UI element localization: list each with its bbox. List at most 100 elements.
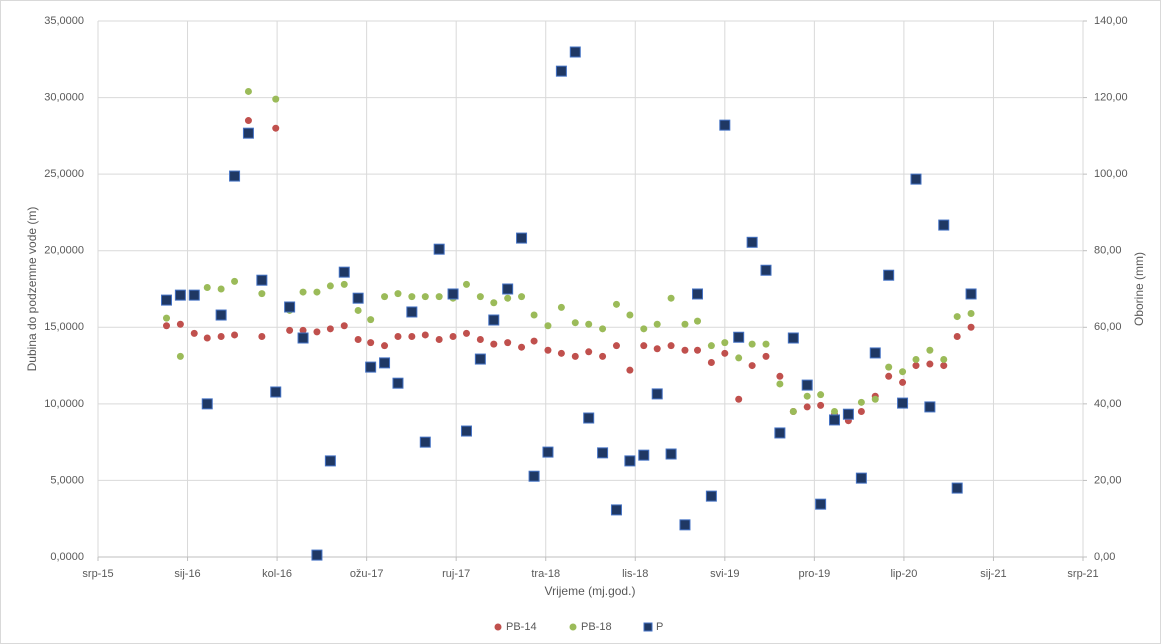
point — [624, 455, 636, 467]
point — [762, 352, 770, 360]
point — [681, 346, 689, 354]
x-tick-label: lis-18 — [622, 568, 648, 580]
point — [516, 232, 528, 244]
point — [474, 353, 486, 365]
point — [681, 320, 689, 328]
point — [938, 219, 950, 231]
x-tick-label: tra-18 — [531, 568, 560, 580]
y-tick-label: 30,0000 — [44, 91, 84, 103]
point — [488, 314, 500, 326]
point — [518, 343, 526, 351]
point — [462, 280, 470, 288]
point — [760, 264, 772, 276]
point — [910, 173, 922, 185]
point — [367, 339, 375, 347]
point — [421, 293, 429, 301]
point — [203, 334, 211, 342]
point — [392, 377, 404, 389]
y2-tick-label: 60,00 — [1094, 321, 1122, 333]
point — [571, 319, 579, 327]
point — [313, 328, 321, 336]
point — [967, 323, 975, 331]
point — [381, 293, 389, 301]
point — [638, 449, 650, 461]
point — [176, 320, 184, 328]
point — [324, 455, 336, 467]
y2-tick-label: 140,00 — [1094, 15, 1128, 27]
point — [284, 301, 296, 313]
point — [694, 317, 702, 325]
point — [354, 336, 362, 344]
point — [953, 313, 961, 321]
legend-label: PB-14 — [506, 621, 537, 633]
point — [842, 408, 854, 420]
point — [299, 326, 307, 334]
point — [803, 392, 811, 400]
point — [367, 316, 375, 324]
y-tick-label: 0,0000 — [50, 551, 84, 563]
point — [544, 346, 552, 354]
point — [748, 362, 756, 370]
point — [161, 294, 173, 306]
point — [518, 293, 526, 301]
point — [640, 342, 648, 350]
point — [244, 117, 252, 125]
point — [871, 395, 879, 403]
point — [707, 342, 715, 350]
y-tick-label: 25,0000 — [44, 168, 84, 180]
point — [326, 325, 334, 333]
point — [585, 320, 593, 328]
x-tick-label: sij-16 — [174, 568, 200, 580]
point — [201, 398, 213, 410]
point — [326, 282, 334, 290]
point — [721, 339, 729, 347]
point — [817, 391, 825, 399]
point — [733, 331, 745, 343]
point — [748, 340, 756, 348]
point — [912, 355, 920, 363]
point — [597, 447, 609, 459]
point — [311, 549, 323, 561]
point — [940, 362, 948, 370]
point — [803, 403, 811, 411]
point — [612, 342, 620, 350]
point — [408, 332, 416, 340]
point — [787, 332, 799, 344]
point — [735, 395, 743, 403]
point — [340, 280, 348, 288]
point — [899, 378, 907, 386]
point — [435, 336, 443, 344]
point — [447, 288, 459, 300]
point — [626, 311, 634, 319]
point — [789, 408, 797, 416]
point — [829, 414, 841, 426]
point — [270, 386, 282, 398]
point — [899, 368, 907, 376]
point — [667, 294, 675, 302]
point — [244, 87, 252, 95]
point — [721, 349, 729, 357]
point — [857, 408, 865, 416]
y-tick-label: 5,0000 — [50, 474, 84, 486]
point — [815, 498, 827, 510]
point — [528, 470, 540, 482]
point — [258, 290, 266, 298]
point — [883, 269, 895, 281]
point — [217, 285, 225, 293]
point — [640, 325, 648, 333]
point — [610, 504, 622, 516]
point — [855, 472, 867, 484]
point — [719, 119, 731, 131]
point — [394, 290, 402, 298]
x-tick-label: srp-21 — [1067, 568, 1098, 580]
point — [776, 380, 784, 388]
point — [381, 342, 389, 350]
point — [735, 354, 743, 362]
point — [188, 289, 200, 301]
point — [967, 310, 975, 318]
point — [557, 303, 565, 311]
y2-tick-label: 40,00 — [1094, 398, 1122, 410]
point — [258, 332, 266, 340]
point — [774, 427, 786, 439]
